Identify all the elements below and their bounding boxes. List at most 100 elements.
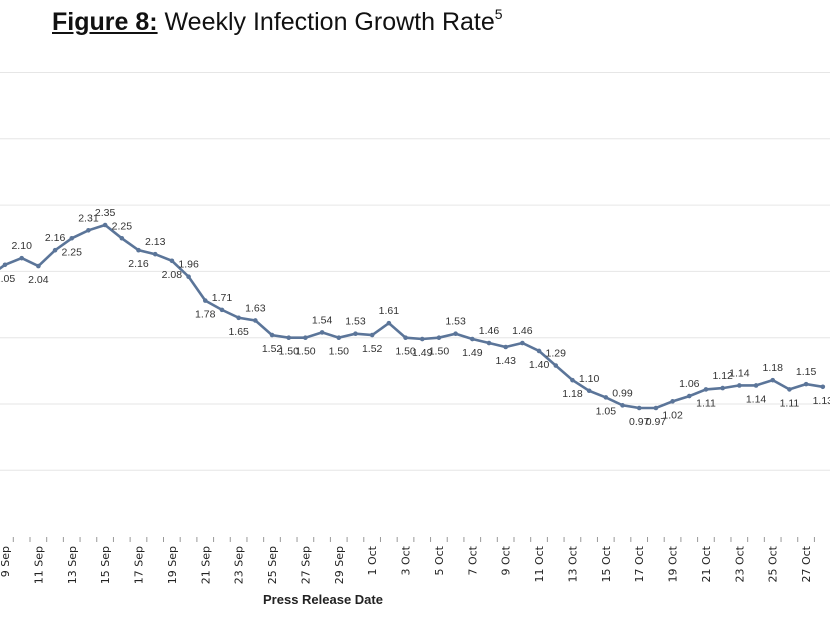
x-tick-label: 25 Oct (767, 545, 780, 582)
x-tick-label: 23 Oct (733, 545, 746, 582)
data-label: 0.97 (646, 416, 667, 428)
data-label: 2.08 (162, 269, 183, 281)
data-label: 1.65 (228, 326, 249, 338)
data-label: 1.50 (295, 346, 316, 358)
data-point (470, 336, 475, 342)
x-tick-label: 17 Sep (133, 546, 146, 584)
data-point (169, 258, 175, 264)
x-tick-label: 11 Oct (533, 545, 546, 582)
data-point (770, 377, 776, 383)
data-point (703, 387, 709, 392)
data-label: 1.14 (746, 393, 767, 405)
data-label: 1.78 (195, 309, 216, 321)
data-point (653, 405, 659, 411)
data-label: 1.50 (279, 346, 300, 358)
data-point (202, 298, 208, 303)
data-point (152, 251, 158, 257)
data-label: 1.50 (395, 346, 416, 358)
data-label: 1.71 (212, 292, 233, 304)
data-label: 1.12 (712, 370, 733, 382)
data-point (19, 255, 24, 261)
x-tick-label: 13 Oct (566, 545, 579, 582)
data-point (86, 228, 91, 233)
data-label: 1.15 (796, 366, 817, 378)
data-label: 1.52 (362, 343, 383, 355)
x-tick-label: 7 Oct (466, 545, 479, 575)
x-tick-label: 11 Sep (32, 546, 45, 584)
data-point (136, 247, 141, 253)
x-tick-label: 23 Sep (233, 546, 246, 584)
data-label: 2.13 (145, 236, 166, 248)
data-label: 1.54 (312, 314, 333, 326)
data-point (720, 385, 725, 391)
data-points (2, 222, 826, 411)
data-point (670, 399, 675, 404)
data-point (69, 235, 75, 241)
data-point (403, 335, 408, 341)
data-label: 1.11 (696, 397, 716, 409)
x-tick-label: 13 Sep (66, 546, 79, 584)
data-point (586, 388, 592, 394)
x-tick-label: 21 Oct (700, 545, 713, 582)
data-point (269, 332, 275, 338)
data-label: 1.29 (546, 348, 567, 360)
data-label: 2.05 (0, 273, 15, 285)
data-point (336, 335, 342, 341)
data-label: 1.46 (479, 325, 500, 337)
x-tick-label: 27 Sep (299, 546, 312, 584)
x-tick-label: 15 Sep (99, 546, 112, 584)
data-label: 2.10 (11, 240, 32, 252)
data-label: 1.52 (262, 343, 283, 355)
data-point (436, 335, 442, 341)
x-tick-label: 21 Sep (199, 546, 212, 584)
data-point (453, 331, 458, 337)
x-tick-label: 1 Oct (366, 545, 379, 575)
data-label: 1.18 (562, 388, 583, 400)
x-tick-label: 15 Oct (600, 545, 613, 582)
data-point (253, 318, 258, 323)
x-tick-label: 3 Oct (400, 545, 413, 575)
data-point (636, 405, 642, 411)
data-label: 1.06 (679, 378, 700, 390)
data-label: 1.05 (596, 405, 617, 417)
x-tick-label: 29 Sep (333, 546, 346, 584)
data-point (686, 393, 692, 399)
data-point (486, 340, 492, 346)
data-label: 1.13 (813, 395, 830, 407)
data-point (353, 331, 358, 337)
title-footnote: 5 (494, 6, 503, 22)
data-label: 1.10 (579, 373, 600, 385)
data-point (102, 222, 108, 228)
data-label: 1.63 (245, 302, 266, 314)
data-point (2, 262, 8, 268)
data-point (369, 332, 375, 338)
data-label: 2.35 (95, 207, 116, 219)
x-tick-labels: 9 Sep 11 Sep 13 Sep 15 Sep 17 Sep 19 Sep 21 Se… (0, 545, 813, 584)
data-point (520, 340, 525, 346)
x-tick-label: 27 Oct (800, 545, 813, 582)
data-label: 2.04 (28, 274, 49, 286)
data-point (803, 381, 809, 387)
data-label: 1.43 (495, 355, 516, 367)
data-point (386, 320, 392, 326)
data-label: 1.02 (662, 409, 683, 421)
data-label: 1.53 (445, 316, 466, 328)
data-point (737, 383, 742, 388)
data-label: 0.97 (629, 416, 650, 428)
data-point (570, 377, 575, 383)
data-point (553, 363, 559, 368)
x-tick-label: 17 Oct (633, 545, 646, 582)
data-point (536, 348, 542, 354)
data-point (219, 307, 225, 313)
data-label: 2.16 (128, 258, 149, 270)
data-label: 2.16 (45, 232, 66, 244)
x-tick-label: 25 Sep (266, 546, 279, 584)
data-point (286, 335, 292, 341)
data-point (820, 384, 826, 390)
data-label: 1.61 (379, 305, 400, 317)
data-label: 1.50 (429, 346, 450, 358)
data-point (620, 403, 625, 408)
data-point (36, 263, 41, 269)
x-tick-label: 19 Sep (166, 546, 179, 584)
